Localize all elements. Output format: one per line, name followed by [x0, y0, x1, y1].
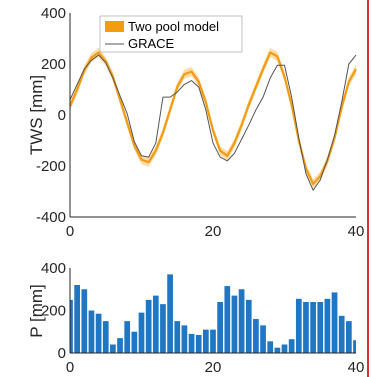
- legend-label-grace: GRACE: [128, 36, 175, 51]
- precip-bar: [160, 304, 166, 353]
- precip-bar: [95, 313, 102, 353]
- precip-bar: [331, 292, 338, 353]
- precip-bar: [295, 298, 302, 353]
- precip-bar: [152, 295, 159, 353]
- legend: Two pool model GRACE: [99, 15, 243, 53]
- precip-bar: [202, 329, 209, 353]
- precip-bar: [245, 299, 252, 353]
- precip-bar: [124, 321, 131, 353]
- precip-y-axis-label: P [mm]: [27, 284, 46, 338]
- legend-label-model: Two pool model: [128, 19, 219, 34]
- precip-bar: [110, 344, 116, 353]
- precip-bar: [117, 338, 123, 353]
- precip-bar: [70, 299, 73, 353]
- precip-bar: [274, 347, 281, 353]
- tws-x-tick: 40: [348, 223, 365, 240]
- precip-bar: [167, 274, 173, 353]
- precip-bar: [345, 321, 352, 353]
- tws-series-lines: [68, 51, 357, 191]
- precip-bar: [74, 285, 81, 353]
- precip-bar: [281, 344, 288, 353]
- precip-bar: [195, 334, 202, 353]
- precip-x-tick-labels: 0 20 40: [66, 359, 365, 376]
- precip-bar: [303, 302, 309, 353]
- window-edge: [367, 0, 369, 377]
- model-uncertainty-band: [70, 47, 356, 189]
- precip-bar: [188, 333, 195, 353]
- tws-y-axis-label: TWS [mm]: [27, 75, 46, 155]
- precip-bar: [260, 325, 266, 353]
- tws-y-tick: 400: [41, 5, 66, 22]
- precip-x-tick: 0: [66, 359, 74, 376]
- tws-x-tick: 20: [205, 223, 222, 240]
- legend-swatch-model: [105, 21, 124, 32]
- tws-x-tick-labels: 0 20 40: [66, 223, 365, 240]
- precip-bar: [267, 341, 274, 353]
- tws-y-tick: 200: [41, 56, 66, 73]
- model-line: [68, 51, 357, 185]
- grace-line: [69, 54, 357, 191]
- precip-bar: [324, 298, 331, 353]
- precip-bar: [174, 321, 181, 353]
- precip-bar: [81, 289, 88, 353]
- precip-y-tick: 0: [58, 345, 66, 362]
- precip-bar: [317, 302, 324, 353]
- tws-y-tick: -200: [36, 158, 66, 175]
- tws-y-tick-labels: -400 -200 0 200 400: [36, 5, 66, 226]
- precip-x-tick: 40: [348, 359, 365, 376]
- tws-y-tick: -400: [36, 209, 66, 226]
- precip-bar: [181, 325, 188, 353]
- precip-bar: [217, 302, 224, 353]
- precip-bars: [70, 274, 356, 353]
- precip-bar: [338, 315, 345, 353]
- precip-bar: [131, 331, 138, 353]
- precip-bar: [138, 312, 145, 353]
- precip-plot: 0 200 400 0 20 40 P [mm]: [27, 260, 364, 376]
- model-band: [70, 47, 356, 189]
- precip-bar: [210, 329, 216, 353]
- precip-bar: [310, 302, 316, 353]
- precip-bar: [88, 310, 95, 353]
- precip-bar: [253, 319, 259, 353]
- precip-y-tick-labels: 0 200 400: [41, 260, 66, 362]
- precip-y-tick: 400: [41, 260, 66, 277]
- precip-bar: [353, 340, 356, 353]
- precip-y-tick: 200: [41, 303, 66, 320]
- tws-x-tick: 0: [66, 223, 74, 240]
- tws-plot: -400 -200 0 200 400 0 20 40 TWS [mm] Two pool …: [27, 5, 364, 240]
- precip-bar: [288, 339, 295, 353]
- precip-bar: [238, 289, 245, 353]
- precip-x-tick: 20: [205, 359, 222, 376]
- tws-y-tick: 0: [58, 107, 66, 124]
- precip-bar: [145, 299, 152, 353]
- precip-bar: [224, 286, 231, 353]
- precip-bar: [102, 321, 109, 353]
- precip-bar: [231, 295, 238, 353]
